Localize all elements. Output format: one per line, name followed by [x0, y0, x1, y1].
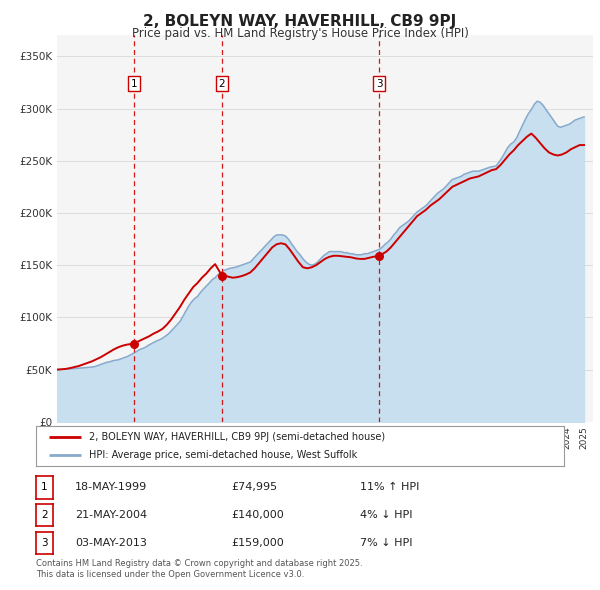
Text: Contains HM Land Registry data © Crown copyright and database right 2025.
This d: Contains HM Land Registry data © Crown c… [36, 559, 362, 579]
Text: 3: 3 [376, 78, 382, 88]
Text: 2: 2 [218, 78, 225, 88]
Text: £74,995: £74,995 [231, 483, 277, 492]
Text: £140,000: £140,000 [231, 510, 284, 520]
Text: 21-MAY-2004: 21-MAY-2004 [75, 510, 147, 520]
Text: 1: 1 [41, 483, 48, 492]
Text: 7% ↓ HPI: 7% ↓ HPI [360, 538, 413, 548]
Text: 3: 3 [41, 538, 48, 548]
Text: HPI: Average price, semi-detached house, West Suffolk: HPI: Average price, semi-detached house,… [89, 450, 357, 460]
Text: Price paid vs. HM Land Registry's House Price Index (HPI): Price paid vs. HM Land Registry's House … [131, 27, 469, 40]
Text: 03-MAY-2013: 03-MAY-2013 [75, 538, 147, 548]
Text: £159,000: £159,000 [231, 538, 284, 548]
Text: 2: 2 [41, 510, 48, 520]
Text: 18-MAY-1999: 18-MAY-1999 [75, 483, 147, 492]
Text: 2, BOLEYN WAY, HAVERHILL, CB9 9PJ: 2, BOLEYN WAY, HAVERHILL, CB9 9PJ [143, 14, 457, 29]
Text: 11% ↑ HPI: 11% ↑ HPI [360, 483, 419, 492]
Text: 2, BOLEYN WAY, HAVERHILL, CB9 9PJ (semi-detached house): 2, BOLEYN WAY, HAVERHILL, CB9 9PJ (semi-… [89, 432, 385, 442]
Text: 1: 1 [131, 78, 137, 88]
Text: 4% ↓ HPI: 4% ↓ HPI [360, 510, 413, 520]
